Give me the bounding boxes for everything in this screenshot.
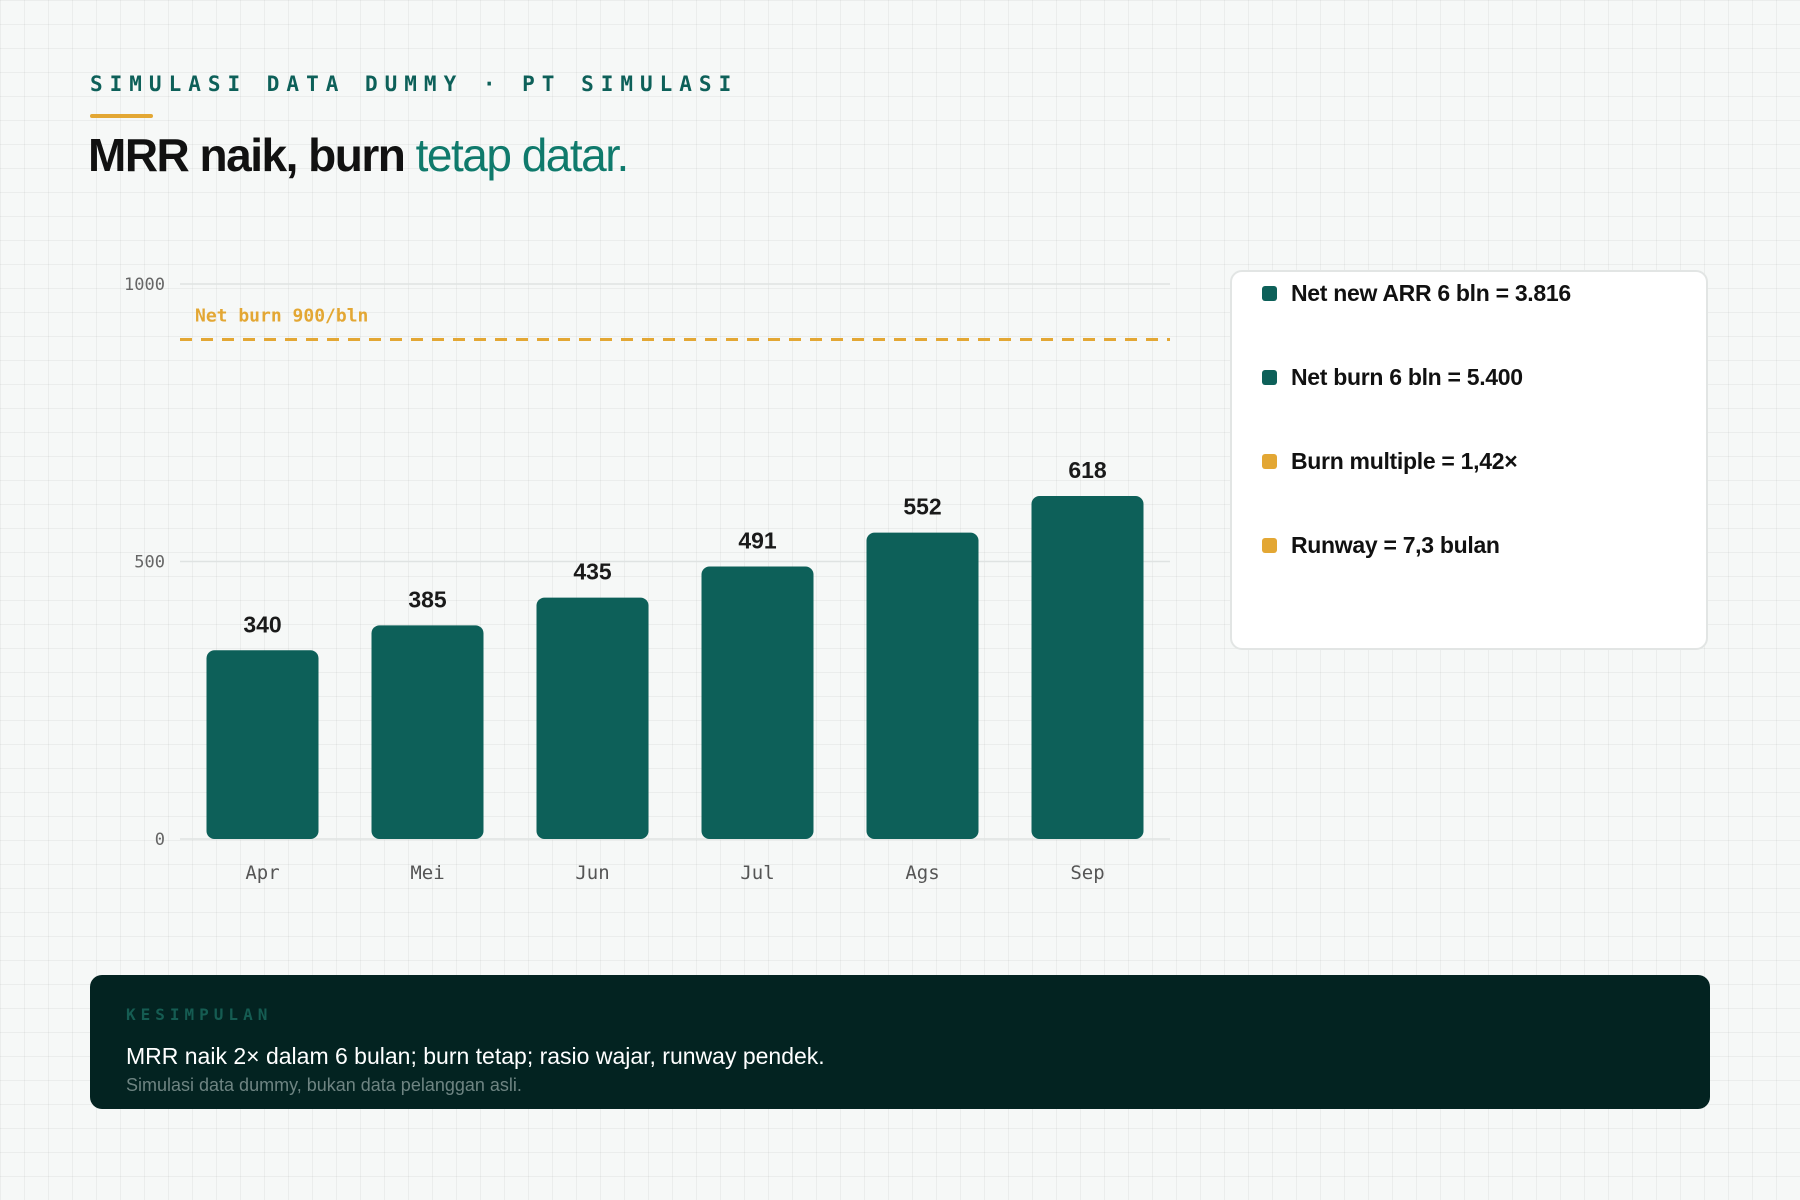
data-label: 385: [408, 586, 447, 612]
stat-text: Net burn 6 bln = 5.400: [1291, 364, 1523, 390]
stat-net-new-arr: Net new ARR 6 bln = 3.816: [1262, 280, 1571, 307]
x-tick-label: Mei: [410, 862, 444, 884]
data-label: 435: [573, 559, 612, 585]
stat-marker: [1262, 454, 1277, 469]
title-accent: tetap datar.: [415, 129, 630, 181]
summary-label: KESIMPULAN: [126, 1005, 273, 1024]
x-tick-label: Jul: [740, 862, 774, 884]
x-tick-label: Ags: [905, 862, 939, 884]
page-title: MRR naik, burn tetap datar.: [88, 128, 630, 182]
summary-note: Simulasi data dummy, bukan data pelangga…: [126, 1075, 522, 1095]
stat-text: Net new ARR 6 bln = 3.816: [1291, 280, 1571, 306]
summary-text: MRR naik 2× dalam 6 bulan; burn tetap; r…: [126, 1043, 825, 1069]
stat-marker: [1262, 286, 1277, 301]
stat-net-burn: Net burn 6 bln = 5.400: [1262, 364, 1523, 391]
bar: [1031, 496, 1144, 839]
x-tick-label: Apr: [245, 862, 279, 884]
bar-chart: 0 500 1000 Net burn 900/bln 340 Apr 385 Mei 435 J…: [124, 275, 1170, 884]
eyebrow-accent-rule: [90, 114, 153, 118]
bar: [536, 597, 649, 839]
data-label: 340: [243, 611, 281, 637]
stat-burn-multiple: Burn multiple = 1,42×: [1262, 448, 1518, 475]
x-tick-label: Jun: [575, 862, 609, 884]
y-tick-label: 1000: [124, 275, 165, 295]
title-main: MRR naik, burn: [88, 129, 406, 181]
bar: [701, 566, 814, 839]
stat-text: Burn multiple = 1,42×: [1291, 448, 1518, 474]
eyebrow-label: SIMULASI DATA DUMMY · PT SIMULASI: [90, 72, 739, 96]
bar: [371, 625, 484, 839]
data-label: 618: [1068, 457, 1107, 483]
summary-box: KESIMPULAN MRR naik 2× dalam 6 bulan; bu…: [90, 975, 1710, 1109]
y-tick-label: 0: [155, 830, 165, 850]
y-tick-label: 500: [134, 553, 165, 573]
data-label: 491: [738, 527, 777, 553]
stat-text: Runway = 7,3 bulan: [1291, 532, 1500, 558]
x-tick-label: Sep: [1070, 862, 1104, 884]
reference-line-label: Net burn 900/bln: [195, 306, 368, 327]
stats-panel: Net new ARR 6 bln = 3.816 Net burn 6 bln…: [1230, 270, 1708, 650]
stat-marker: [1262, 370, 1277, 385]
bar: [866, 532, 979, 839]
stat-marker: [1262, 538, 1277, 553]
stat-runway: Runway = 7,3 bulan: [1262, 532, 1500, 559]
data-label: 552: [903, 494, 941, 520]
bar: [206, 650, 319, 839]
